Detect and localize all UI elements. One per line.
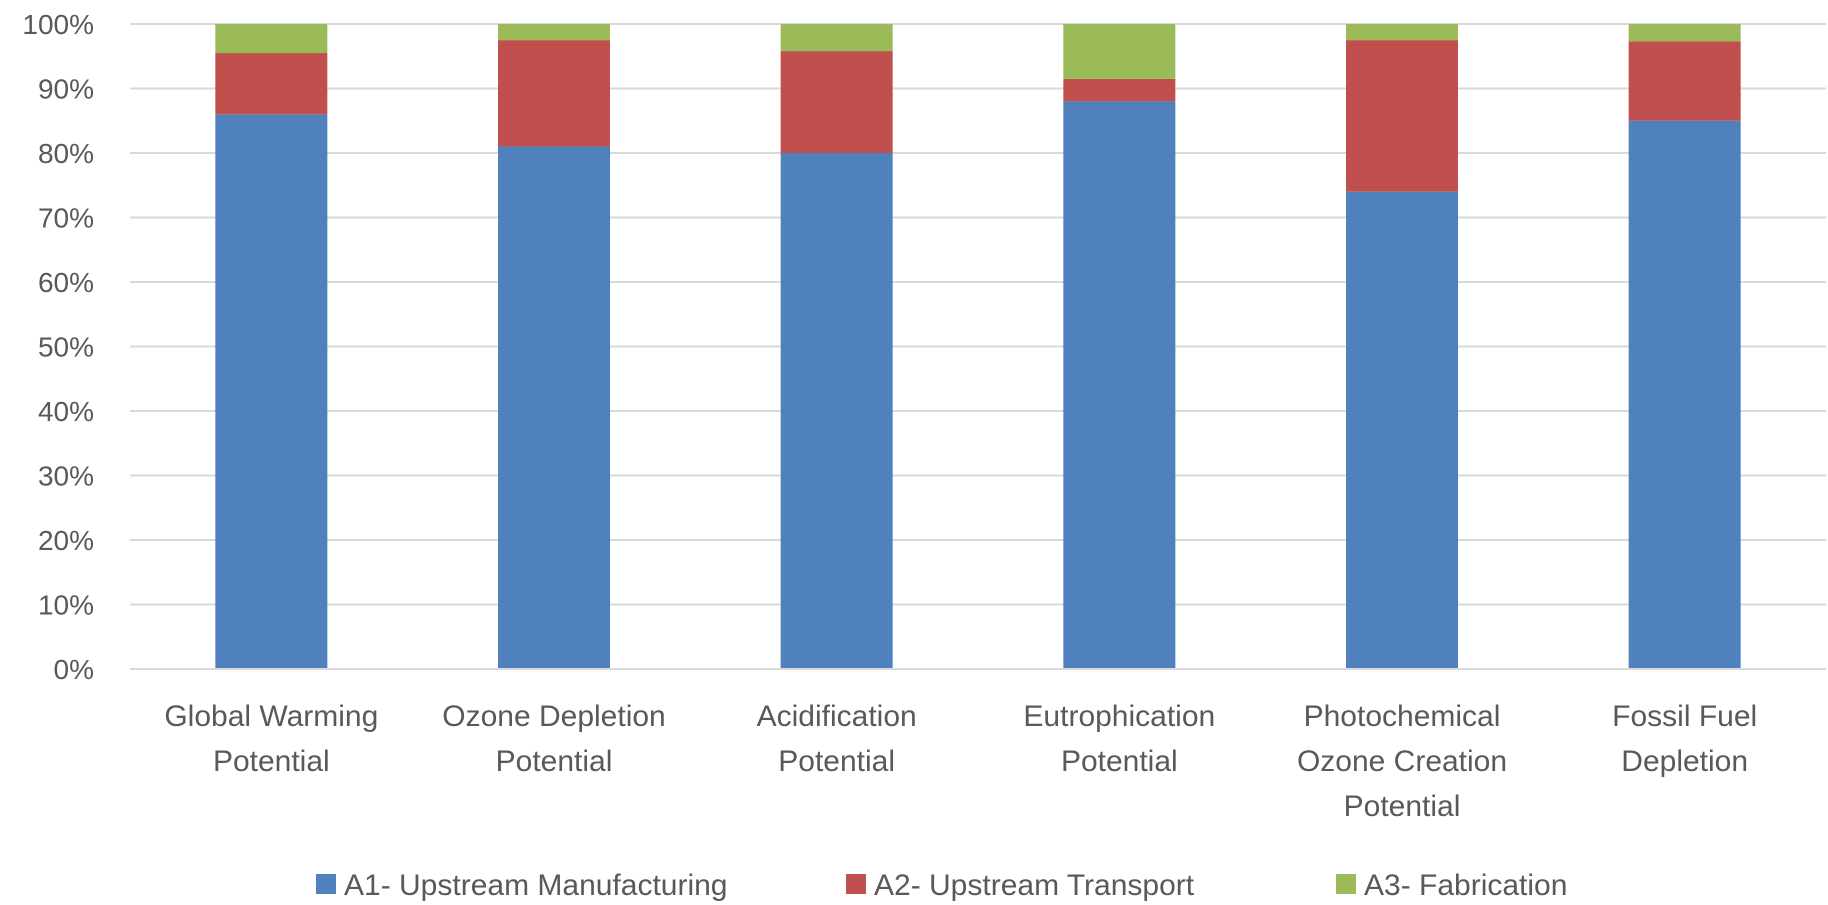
- legend-label: A2- Upstream Transport: [874, 869, 1195, 902]
- bar-segment-a2-0: [215, 53, 328, 115]
- x-category-label: Acidification: [757, 700, 917, 733]
- bar-segment-a3-1: [498, 24, 610, 41]
- y-tick-label: 10%: [38, 590, 94, 621]
- legend-swatch: [1336, 874, 1356, 894]
- bar-segment-a1-2: [780, 153, 893, 669]
- bar-segment-a2-2: [780, 51, 893, 154]
- bar-segment-a2-3: [1063, 78, 1176, 102]
- y-tick-label: 30%: [38, 461, 94, 492]
- x-category-label: Fossil Fuel: [1612, 700, 1757, 733]
- bar-stacks: [215, 24, 1741, 670]
- x-category-label: Potential: [1061, 745, 1178, 778]
- bar-segment-a1-3: [1063, 101, 1176, 669]
- bar-segment-a1-5: [1628, 120, 1741, 669]
- x-category-label: Potential: [1344, 790, 1461, 823]
- bar-segment-a3-3: [1063, 24, 1176, 79]
- y-tick-label: 40%: [38, 396, 94, 427]
- x-axis-category-labels: Global Warming Potential Ozone Depletion Po…: [164, 700, 1757, 823]
- bar-segment-a3-4: [1346, 24, 1458, 41]
- bar-segment-a2-5: [1628, 41, 1741, 121]
- bar-segment-a3-5: [1628, 24, 1741, 42]
- legend-swatch: [316, 874, 336, 894]
- x-category-label: Eutrophication: [1023, 700, 1215, 733]
- bar-segment-a3-2: [780, 24, 893, 52]
- y-tick-label: 50%: [38, 332, 94, 363]
- legend-swatch: [846, 874, 866, 894]
- y-tick-label: 80%: [38, 138, 94, 169]
- y-tick-label: 20%: [38, 525, 94, 556]
- y-tick-label: 0%: [54, 654, 94, 685]
- y-tick-label: 70%: [38, 203, 94, 234]
- y-tick-label: 60%: [38, 267, 94, 298]
- legend: A1- Upstream Manufacturing A2- Upstream T…: [316, 869, 1567, 902]
- bar-segment-a1-4: [1346, 191, 1458, 669]
- x-category-label: Ozone Depletion: [442, 700, 665, 733]
- bar-segment-a2-4: [1346, 40, 1458, 192]
- y-axis-tick-labels: 0% 10% 20% 30% 40% 50% 60% 70% 80% 90% 100%: [22, 9, 94, 685]
- x-category-label: Ozone Creation: [1297, 745, 1507, 778]
- bar-segment-a3-0: [215, 24, 328, 54]
- legend-label: A3- Fabrication: [1364, 869, 1567, 902]
- x-category-label: Potential: [496, 745, 613, 778]
- y-tick-label: 90%: [38, 74, 94, 105]
- gridlines: [130, 23, 1826, 606]
- bar-segment-a2-1: [498, 40, 610, 147]
- x-category-label: Photochemical: [1304, 700, 1501, 733]
- x-category-label: Global Warming: [164, 700, 378, 733]
- x-category-label: Potential: [213, 745, 330, 778]
- x-category-label: Potential: [778, 745, 895, 778]
- legend-label: A1- Upstream Manufacturing: [344, 869, 728, 902]
- bar-segment-a1-1: [498, 146, 610, 670]
- y-tick-label: 100%: [22, 9, 94, 40]
- x-category-label: Depletion: [1621, 745, 1748, 778]
- bar-segment-a1-0: [215, 114, 328, 670]
